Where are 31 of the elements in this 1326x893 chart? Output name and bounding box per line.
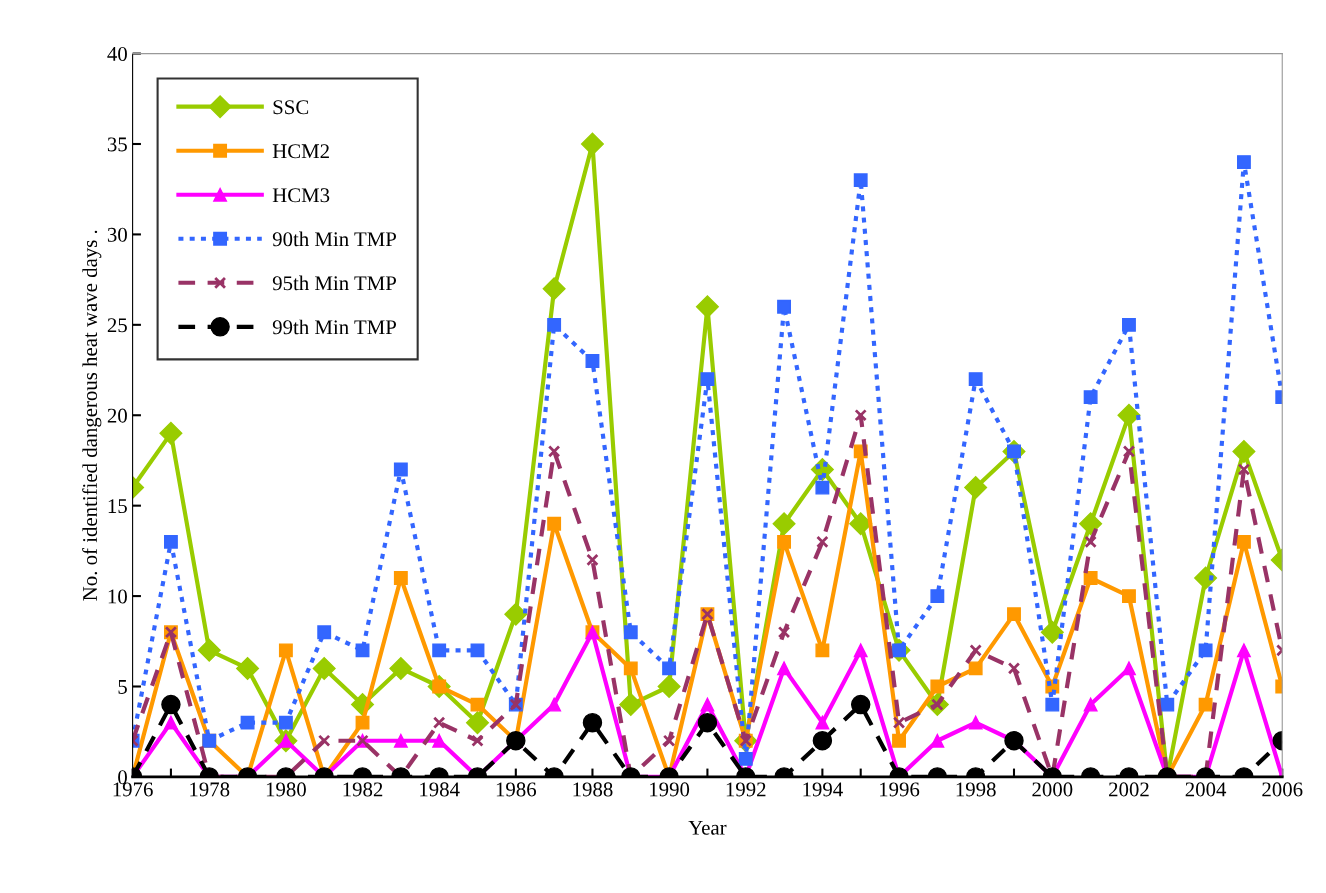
x-tick-label: 2004	[1185, 782, 1227, 797]
x-tick-label: 2000	[1032, 782, 1073, 797]
y-tick-label: 5	[118, 680, 127, 694]
y-tick-label: 30	[107, 227, 127, 242]
y-tick-label: 20	[107, 408, 127, 423]
x-tick-label: 1978	[190, 782, 230, 797]
x-tick-label: 1984	[420, 782, 460, 797]
x-tick-label: 1982	[343, 782, 383, 797]
legend-label: SSC	[273, 100, 309, 115]
y-tick-label: 40	[107, 46, 127, 62]
x-tick-label: 2002	[1109, 782, 1149, 797]
y-tick-label: 35	[107, 137, 127, 152]
legend-label: 90th Min TMP	[272, 231, 396, 247]
x-tick-label: 1980	[266, 782, 306, 797]
legend-label: 95th Min TMP	[272, 275, 396, 291]
y-tick-label: 15	[108, 499, 127, 514]
x-tick-label: 1992	[726, 782, 766, 797]
legend-label: 99th Min TMP	[272, 319, 396, 335]
x-tick-label: 1994	[803, 782, 843, 797]
x-axis-title: Year	[688, 820, 727, 835]
y-tick-label: 10	[108, 589, 127, 604]
y-tick-label: 25	[107, 318, 127, 333]
x-tick-label: 1996	[880, 782, 920, 797]
legend-label: HCM3	[272, 188, 330, 203]
x-tick-label: 1988	[573, 782, 613, 797]
legend-label: HCM2	[272, 144, 329, 159]
x-tick-label: 1986	[496, 782, 537, 797]
y-axis-title: No. of identified dangerous heat wave days .	[82, 230, 102, 601]
x-tick-label: 1998	[956, 782, 996, 797]
x-tick-label: 1990	[650, 782, 690, 797]
x-tick-label: 2006	[1262, 782, 1303, 797]
